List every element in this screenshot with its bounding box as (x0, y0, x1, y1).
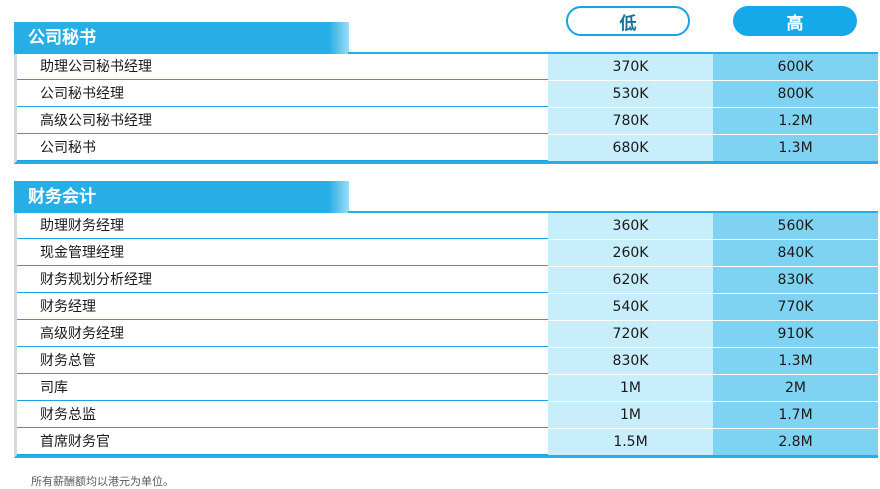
salary-high: 1.3M (713, 135, 878, 161)
section-header: 财务会计 (14, 181, 878, 213)
role-name: 财务规划分析经理 (17, 267, 548, 293)
role-name: 现金管理经理 (17, 240, 548, 266)
salary-low: 720K (548, 321, 713, 347)
section-corporate-secretary: 公司秘书 助理公司秘书经理 370K 600K 公司秘书经理 530K 800K 高级公司秘… (14, 22, 878, 164)
footnote: 所有薪酬额均以港元为单位。 (31, 475, 174, 488)
salary-table: 助理公司秘书经理 370K 600K 公司秘书经理 530K 800K 高级公司秘书经理 78… (14, 54, 878, 164)
salary-low: 620K (548, 267, 713, 293)
table-row: 司库 1M 2M (17, 374, 878, 401)
salary-high: 560K (713, 213, 878, 239)
table-row: 助理公司秘书经理 370K 600K (17, 54, 878, 80)
section-title: 公司秘书 (14, 22, 348, 54)
salary-low: 780K (548, 108, 713, 134)
table-row: 财务经理 540K 770K (17, 293, 878, 320)
section-rule (348, 52, 878, 54)
role-name: 高级公司秘书经理 (17, 108, 548, 134)
section-finance-accounting: 财务会计 助理财务经理 360K 560K 现金管理经理 260K 840K 财务规划分析经… (14, 181, 878, 458)
column-header-high: 高 (733, 6, 857, 36)
salary-low: 530K (548, 81, 713, 107)
section-title: 财务会计 (14, 181, 348, 213)
column-header-low: 低 (566, 6, 690, 36)
salary-high: 1.2M (713, 108, 878, 134)
salary-low: 540K (548, 294, 713, 320)
section-header: 公司秘书 (14, 22, 878, 54)
role-name: 财务总管 (17, 348, 548, 374)
salary-low: 1M (548, 402, 713, 428)
salary-low: 370K (548, 54, 713, 80)
salary-high: 770K (713, 294, 878, 320)
table-row: 财务总管 830K 1.3M (17, 347, 878, 374)
section-tab-fade (329, 22, 349, 54)
salary-high: 600K (713, 54, 878, 80)
role-name: 助理财务经理 (17, 213, 548, 239)
table-row: 助理财务经理 360K 560K (17, 213, 878, 239)
role-name: 公司秘书 (17, 135, 548, 161)
role-name: 助理公司秘书经理 (17, 54, 548, 80)
role-name: 高级财务经理 (17, 321, 548, 347)
role-name: 首席财务官 (17, 429, 548, 455)
table-row: 高级财务经理 720K 910K (17, 320, 878, 347)
role-name: 公司秘书经理 (17, 81, 548, 107)
salary-low: 260K (548, 240, 713, 266)
table-row: 公司秘书 680K 1.3M (17, 134, 878, 161)
role-name: 财务经理 (17, 294, 548, 320)
table-row: 高级公司秘书经理 780K 1.2M (17, 107, 878, 134)
section-rule (348, 211, 878, 213)
salary-high: 1.3M (713, 348, 878, 374)
salary-table: 助理财务经理 360K 560K 现金管理经理 260K 840K 财务规划分析经理 620K… (14, 213, 878, 458)
salary-low: 360K (548, 213, 713, 239)
salary-high: 910K (713, 321, 878, 347)
table-row: 公司秘书经理 530K 800K (17, 80, 878, 107)
table-row: 首席财务官 1.5M 2.8M (17, 428, 878, 455)
salary-high: 2M (713, 375, 878, 401)
table-row: 财务规划分析经理 620K 830K (17, 266, 878, 293)
section-tab-fade (329, 181, 349, 213)
salary-low: 680K (548, 135, 713, 161)
salary-high: 2.8M (713, 429, 878, 455)
salary-low: 1.5M (548, 429, 713, 455)
role-name: 司库 (17, 375, 548, 401)
role-name: 财务总监 (17, 402, 548, 428)
table-row: 现金管理经理 260K 840K (17, 239, 878, 266)
salary-high: 1.7M (713, 402, 878, 428)
salary-high: 840K (713, 240, 878, 266)
salary-low: 1M (548, 375, 713, 401)
table-row: 财务总监 1M 1.7M (17, 401, 878, 428)
salary-high: 830K (713, 267, 878, 293)
salary-low: 830K (548, 348, 713, 374)
salary-high: 800K (713, 81, 878, 107)
